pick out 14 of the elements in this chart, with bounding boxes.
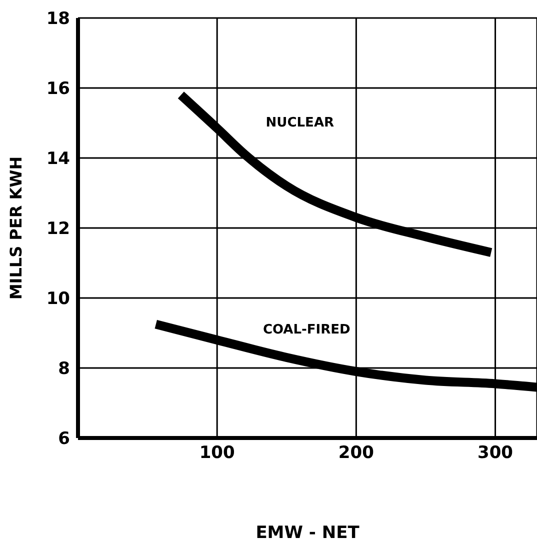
text: NUCLEAR (266, 116, 334, 130)
x-tick-label: 200 (338, 443, 374, 464)
x-tick-label: 100 (199, 443, 235, 464)
y-tick-label: 18 (46, 9, 70, 30)
y-tick-label: 12 (46, 219, 70, 240)
y-tick-label: 8 (58, 359, 70, 380)
y-tick-label: 10 (46, 289, 70, 310)
y-tick-label: 6 (58, 429, 70, 450)
y-tick-label: 16 (46, 79, 70, 100)
series-label: COAL-FIRED (262, 322, 351, 338)
y-tick-label: 14 (46, 149, 70, 170)
x-axis-title: EMW - NET (256, 523, 360, 543)
y-axis-title: MILLS PER KWH (6, 156, 26, 300)
x-tick-label: 300 (478, 443, 514, 464)
